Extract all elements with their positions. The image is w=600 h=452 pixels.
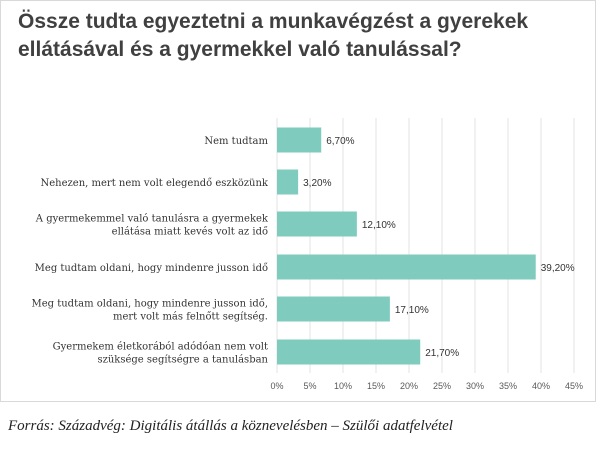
- bar: [277, 339, 421, 365]
- bar: [277, 211, 357, 237]
- value-label: 3,20%: [303, 178, 331, 189]
- category-label: Nem tudtam: [204, 136, 268, 147]
- x-tick-label: 40%: [532, 381, 550, 391]
- category-label: mert volt más felnőtt segítség.: [113, 312, 268, 323]
- chart-frame: [0, 0, 596, 402]
- chart-title: Össze tudta egyeztetni a munkavégzést a …: [18, 10, 529, 61]
- bar: [277, 254, 536, 280]
- x-tick-label: 30%: [466, 381, 484, 391]
- category-label: Nehezen, mert nem volt elegendő eszközün…: [41, 178, 269, 189]
- bar: [277, 127, 322, 153]
- x-tick-label: 0%: [270, 381, 283, 391]
- value-label: 21,70%: [425, 348, 459, 359]
- bar: [277, 169, 299, 195]
- value-label: 6,70%: [326, 136, 354, 147]
- bar: [277, 296, 390, 322]
- x-tick-label: 20%: [400, 381, 418, 391]
- category-label: szüksége segítségre a tanulásban: [97, 355, 268, 366]
- category-label: A gyermekemmel való tanulásra a gyermeke…: [35, 214, 269, 225]
- x-tick-label: 45%: [565, 381, 583, 391]
- bar-chart: 0% 5% 10% 15% 20% 25% 30% 35% 40% 45% 6,70% Nem tud…: [31, 118, 583, 391]
- x-tick-label: 35%: [499, 381, 517, 391]
- x-tick-label: 5%: [303, 381, 316, 391]
- category-label: Gyermekem életkorából adódóan nem volt: [53, 342, 268, 353]
- category-label: Meg tudtam oldani, hogy mindenre jusson …: [31, 299, 268, 310]
- value-label: 39,20%: [541, 263, 575, 274]
- x-tick-label: 25%: [433, 381, 451, 391]
- value-label: 12,10%: [362, 220, 396, 231]
- source-caption: Forrás: Századvég: Digitális átállás a k…: [8, 418, 453, 434]
- x-tick-label: 10%: [334, 381, 352, 391]
- x-tick-label: 15%: [367, 381, 385, 391]
- category-label: ellátása miatt kevés volt az idő: [112, 227, 268, 238]
- value-label: 17,10%: [395, 305, 429, 316]
- category-label: Meg tudtam oldani, hogy mindenre jusson …: [35, 263, 268, 274]
